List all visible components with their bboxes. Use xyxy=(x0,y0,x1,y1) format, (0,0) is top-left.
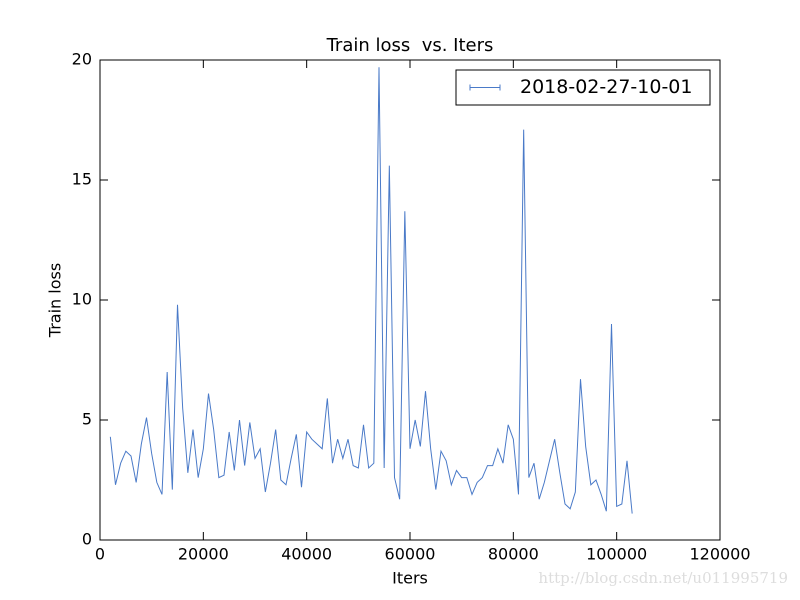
x-tick-label: 80000 xyxy=(488,545,539,564)
plot-frame xyxy=(99,59,721,541)
y-tick-label: 20 xyxy=(72,50,92,69)
x-axis-label: Iters xyxy=(392,569,428,588)
y-tick-label: 0 xyxy=(82,530,92,549)
chart-title: Train loss vs. Iters xyxy=(326,35,494,56)
y-axis-label: Train loss xyxy=(46,263,65,338)
x-tick-label: 0 xyxy=(95,545,105,564)
x-tick-label: 20000 xyxy=(178,545,229,564)
x-tick-label: 120000 xyxy=(689,545,750,564)
series-line xyxy=(109,67,633,514)
y-tick-label: 15 xyxy=(72,170,92,189)
watermark: http://blog.csdn.net/u011995719 xyxy=(538,569,788,587)
y-tick-label: 5 xyxy=(82,410,92,429)
y-tick-label: 10 xyxy=(72,290,92,309)
legend-label: 2018-02-27-10-01 xyxy=(520,76,692,98)
x-tick-label: 100000 xyxy=(586,545,647,564)
x-tick-label: 40000 xyxy=(281,545,332,564)
x-tick-label: 60000 xyxy=(385,545,436,564)
